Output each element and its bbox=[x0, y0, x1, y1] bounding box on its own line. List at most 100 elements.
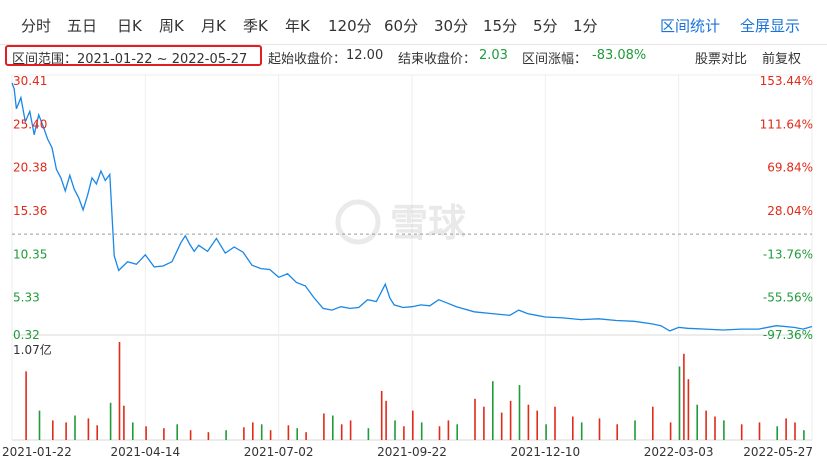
volume-bar bbox=[87, 418, 90, 440]
tab-quarterly-k[interactable]: 季K bbox=[243, 17, 268, 35]
volume-bar bbox=[669, 422, 672, 440]
range-change-value: -83.08% bbox=[592, 48, 647, 63]
volume-bar bbox=[758, 422, 761, 440]
end-close-value: 2.03 bbox=[479, 48, 508, 63]
volume-bar bbox=[385, 400, 387, 440]
y-axis-left-label: 15.36 bbox=[13, 204, 47, 218]
y-axis-right-label: -97.36% bbox=[763, 328, 813, 342]
volume-bar bbox=[420, 422, 423, 440]
volume-bar bbox=[527, 404, 530, 440]
volume-bar bbox=[305, 432, 307, 440]
volume-bar bbox=[412, 410, 414, 440]
volume-bar bbox=[518, 385, 521, 440]
tab-30min[interactable]: 30分 bbox=[434, 17, 469, 35]
y-axis-right-label: -55.56% bbox=[763, 291, 813, 305]
volume-bar bbox=[96, 425, 98, 440]
volume-bar bbox=[296, 428, 298, 440]
volume-bar bbox=[260, 424, 263, 440]
volume-bar bbox=[65, 422, 67, 440]
volume-bar bbox=[109, 402, 112, 440]
stock-compare-button[interactable]: 股票对比 bbox=[695, 52, 748, 67]
volume-bar bbox=[132, 422, 134, 440]
tab-5min[interactable]: 5分 bbox=[533, 17, 558, 35]
volume-bar bbox=[598, 418, 601, 440]
adjustment-select[interactable]: 前复权 bbox=[762, 52, 802, 67]
y-axis-right-label: 28.04% bbox=[767, 204, 813, 218]
y-axis-right-label: -13.76% bbox=[763, 247, 813, 261]
volume-bar bbox=[678, 366, 681, 440]
volume-bar bbox=[207, 432, 210, 440]
volume-bar bbox=[163, 428, 165, 440]
volume-bar bbox=[483, 406, 485, 440]
x-axis-label: 2021-04-14 bbox=[110, 445, 180, 459]
end-close-label: 结束收盘价： bbox=[398, 52, 477, 67]
range-stats-bar: 区间范围：2021-01-22 ~ 2022-05-27 起始收盘价： 12.0… bbox=[0, 44, 827, 68]
y-axis-right-label: 69.84% bbox=[767, 161, 813, 175]
volume-bar bbox=[243, 427, 245, 440]
x-axis-label: 2022-03-03 bbox=[644, 445, 714, 459]
x-axis-label: 2021-07-02 bbox=[244, 445, 314, 459]
tab-1min[interactable]: 1分 bbox=[573, 17, 598, 35]
volume-bar bbox=[269, 430, 272, 440]
timeframe-toolbar: 分时 五日 日K 周K 月K 季K 年K 120分 60分 30分 15分 5分… bbox=[0, 0, 827, 45]
tab-intraday[interactable]: 分时 bbox=[21, 17, 52, 35]
volume-bar bbox=[332, 415, 334, 440]
y-axis-left-label: 30.41 bbox=[13, 74, 47, 88]
volume-bar bbox=[456, 424, 458, 440]
tab-60min[interactable]: 60分 bbox=[384, 17, 419, 35]
volume-bar bbox=[580, 422, 583, 440]
y-axis-right-label: 153.44% bbox=[760, 74, 813, 88]
volume-bar bbox=[438, 426, 441, 440]
tab-monthly-k[interactable]: 月K bbox=[201, 17, 226, 35]
y-axis-left-label: 5.33 bbox=[13, 291, 40, 305]
watermark-text: 雪球 bbox=[390, 201, 467, 245]
volume-bar bbox=[714, 416, 716, 440]
y-axis-left-label: 25.40 bbox=[13, 117, 47, 131]
tab-15min[interactable]: 15分 bbox=[483, 17, 518, 35]
tab-120min[interactable]: 120分 bbox=[328, 17, 372, 35]
volume-bar bbox=[554, 406, 556, 440]
volume-bar bbox=[616, 424, 618, 440]
volume-bar bbox=[740, 424, 743, 440]
price-series-line bbox=[11, 82, 813, 332]
x-axis-label: 2021-09-22 bbox=[377, 445, 447, 459]
start-close-value: 12.00 bbox=[346, 48, 384, 63]
y-axis-left-label: 20.38 bbox=[13, 161, 47, 175]
volume-bar bbox=[785, 418, 787, 440]
y-axis-right-label: 111.64% bbox=[760, 117, 813, 131]
volume-bar bbox=[500, 412, 503, 440]
volume-bar bbox=[380, 391, 383, 440]
volume-bar bbox=[118, 342, 121, 440]
volume-bar bbox=[394, 420, 396, 440]
volume-bar bbox=[74, 415, 76, 440]
y-axis-left-label: 0.32 bbox=[13, 328, 40, 342]
volume-bar bbox=[687, 379, 690, 440]
tab-yearly-k[interactable]: 年K bbox=[285, 17, 310, 35]
tab-weekly-k[interactable]: 周K bbox=[159, 17, 184, 35]
x-axis-label: 2021-12-10 bbox=[510, 445, 580, 459]
volume-bar bbox=[696, 404, 698, 440]
range-change-label: 区间涨幅： bbox=[522, 52, 588, 67]
volume-bar bbox=[252, 422, 254, 440]
volume-bar bbox=[176, 424, 178, 440]
volume-max-label: 1.07亿 bbox=[13, 342, 52, 357]
axis-labels: 30.41 153.44% 25.40 111.64% 20.38 69.84% 15.36… bbox=[2, 74, 813, 459]
volume-bar bbox=[403, 426, 405, 440]
volume-bar bbox=[323, 413, 325, 440]
range-stats-button[interactable]: 区间统计 bbox=[660, 17, 721, 35]
volume-bar bbox=[340, 424, 343, 440]
fullscreen-button[interactable]: 全屏显示 bbox=[740, 17, 801, 35]
volume-bar bbox=[349, 420, 352, 440]
volume-bar bbox=[189, 430, 192, 440]
volume-bar bbox=[794, 422, 796, 440]
tab-five-day[interactable]: 五日 bbox=[67, 17, 98, 35]
volume-bar bbox=[683, 353, 685, 440]
volume-bar bbox=[123, 405, 125, 440]
volume-bar bbox=[634, 420, 636, 440]
tab-daily-k[interactable]: 日K bbox=[117, 17, 142, 35]
y-axis-left-label: 10.35 bbox=[13, 247, 47, 261]
date-range: 区间范围：2021-01-22 ~ 2022-05-27 bbox=[12, 52, 248, 67]
volume-bar bbox=[367, 428, 370, 440]
volume-bar bbox=[287, 425, 290, 440]
